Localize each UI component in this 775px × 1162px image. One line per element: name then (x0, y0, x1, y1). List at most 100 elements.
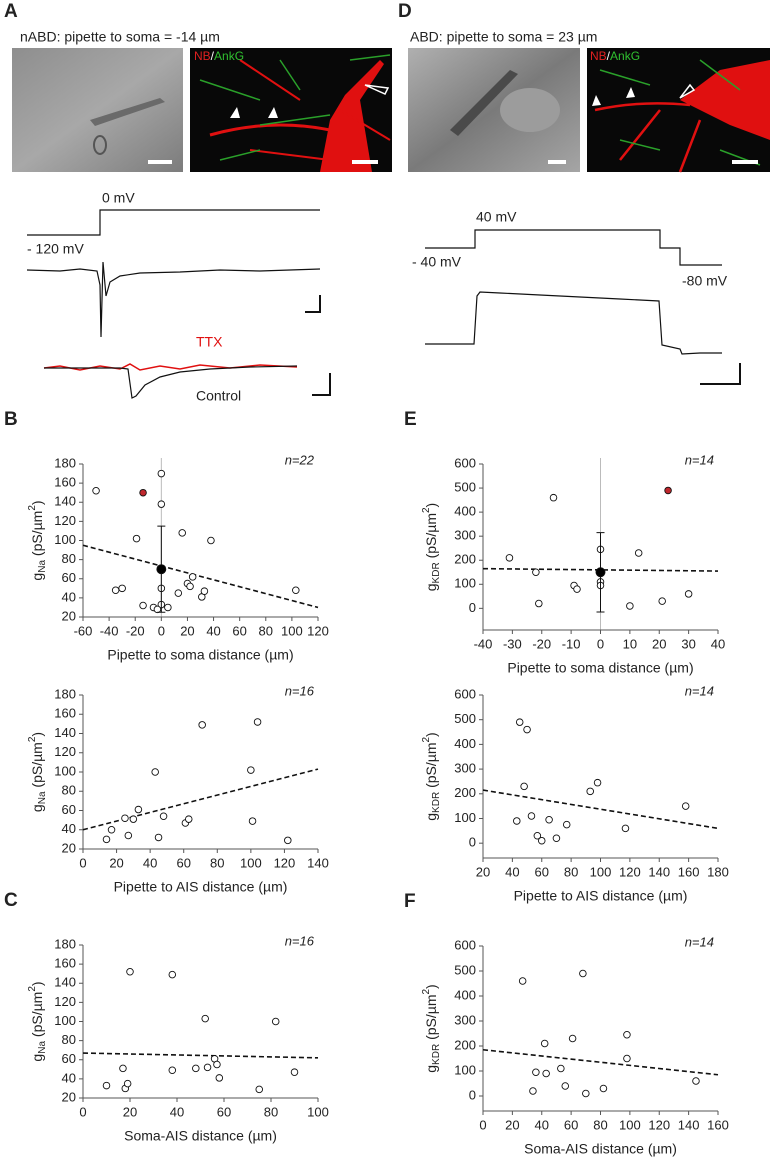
x-tick-label: 40 (170, 1104, 184, 1119)
x-tick-label: 80 (259, 623, 273, 638)
y-axis-label-part: KDR (431, 792, 442, 813)
step-label: 0 mV (102, 190, 135, 206)
y-tick-label: 300 (454, 761, 476, 776)
data-point (284, 836, 292, 845)
data-point (102, 835, 111, 844)
y-axis-label-part: KDR (431, 1044, 442, 1065)
x-tick-label: 20 (505, 1117, 519, 1132)
data-point (121, 814, 129, 822)
panel-title: nABD: pipette to soma = -14 µm (20, 29, 220, 45)
step-label: - 120 mV (27, 241, 84, 257)
y-tick-label: 0 (469, 835, 476, 850)
y-tick-label: 180 (54, 686, 76, 701)
data-point (540, 1039, 549, 1048)
scale-bar (305, 295, 321, 313)
y-axis-label-part: ) (423, 732, 439, 737)
y-tick-label: 80 (62, 783, 76, 798)
annotation: n=16 (285, 683, 315, 698)
y-axis-label-part: (pS/µm (29, 511, 45, 560)
y-axis-label-part: KDR (431, 562, 442, 583)
y-tick-label: 20 (62, 608, 76, 623)
data-point (545, 815, 553, 824)
y-axis-label-part: 2 (27, 505, 38, 511)
y-tick-label: 400 (454, 504, 476, 519)
data-point (684, 590, 693, 598)
x-axis-label: Pipette to AIS distance (µm) (514, 888, 688, 904)
data-point (178, 529, 186, 537)
y-axis-label-part: (pS/µm (423, 743, 439, 792)
data-point (111, 586, 120, 594)
panel-letter: F (404, 891, 416, 912)
x-tick-label: 100 (281, 623, 303, 638)
data-point (621, 824, 630, 833)
x-tick-label: 60 (232, 623, 246, 638)
x-tick-label: 0 (158, 623, 165, 638)
data-point (634, 549, 643, 557)
trend-line (82, 544, 319, 609)
y-tick-label: 200 (454, 1037, 476, 1052)
image-label: NB (590, 49, 607, 63)
y-axis-label-part: Na (37, 560, 48, 573)
y-axis-label-part: (pS/µm (423, 995, 439, 1044)
image-label: / (607, 49, 611, 63)
x-tick-label: 0 (79, 855, 86, 870)
y-tick-label: 300 (454, 528, 476, 543)
x-tick-label: -10 (562, 636, 581, 651)
data-point (123, 1079, 132, 1088)
y-axis-label-part: g (29, 1054, 45, 1062)
y-tick-label: 500 (454, 962, 476, 977)
panel-letter: A (4, 1, 18, 22)
y-axis-label-part: 2 (421, 989, 432, 995)
data-point (186, 582, 194, 591)
panel-letter: C (4, 890, 18, 911)
data-point (557, 1064, 565, 1073)
control-trace (44, 365, 298, 399)
dic-image (408, 48, 580, 172)
x-tick-label: -30 (503, 636, 522, 651)
x-tick-label: -60 (74, 623, 93, 638)
y-axis-label: gKDR (pS/µm2) (421, 984, 442, 1072)
data-point (188, 573, 197, 581)
trend-line (82, 1052, 319, 1059)
annotation: n=14 (685, 934, 714, 949)
data-point (542, 1069, 550, 1078)
svg-text:NB/AnkG: NB/AnkG (194, 49, 244, 63)
data-point (168, 1066, 177, 1075)
trend-line (482, 1048, 719, 1076)
y-tick-label: 600 (454, 455, 476, 470)
data-point (623, 1054, 631, 1063)
y-tick-label: 400 (454, 736, 476, 751)
annotation: n=16 (285, 933, 315, 948)
x-tick-label: 80 (593, 1117, 607, 1132)
y-tick-label: 600 (454, 937, 476, 952)
y-axis-label-part: g (29, 804, 45, 812)
data-point (151, 768, 159, 776)
y-tick-label: 600 (454, 686, 476, 701)
x-tick-label: -20 (532, 636, 551, 651)
y-tick-label: 200 (454, 785, 476, 800)
data-point (538, 836, 546, 845)
annotation: n=14 (685, 683, 714, 698)
x-tick-label: 0 (479, 1117, 486, 1132)
x-tick-label: -40 (100, 623, 119, 638)
data-point (157, 469, 166, 478)
y-axis-label-part: Na (37, 1041, 48, 1054)
x-tick-label: 120 (274, 855, 296, 870)
x-axis-label: Pipette to soma distance (µm) (107, 647, 293, 663)
data-point (164, 603, 172, 612)
data-point (527, 812, 536, 820)
y-tick-label: 160 (54, 956, 76, 971)
y-tick-label: 100 (54, 532, 76, 547)
dic-image (12, 48, 183, 172)
data-point (118, 584, 126, 593)
data-point (599, 1084, 608, 1093)
data-point (692, 1077, 700, 1085)
data-point (102, 1081, 111, 1090)
data-point (139, 601, 147, 610)
x-tick-label: -20 (126, 623, 145, 638)
current-trace (26, 261, 321, 338)
y-tick-label: 160 (54, 706, 76, 721)
y-tick-label: 140 (54, 975, 76, 990)
y-axis-label: gNa (pS/µm2) (27, 981, 48, 1061)
data-point (126, 968, 134, 976)
